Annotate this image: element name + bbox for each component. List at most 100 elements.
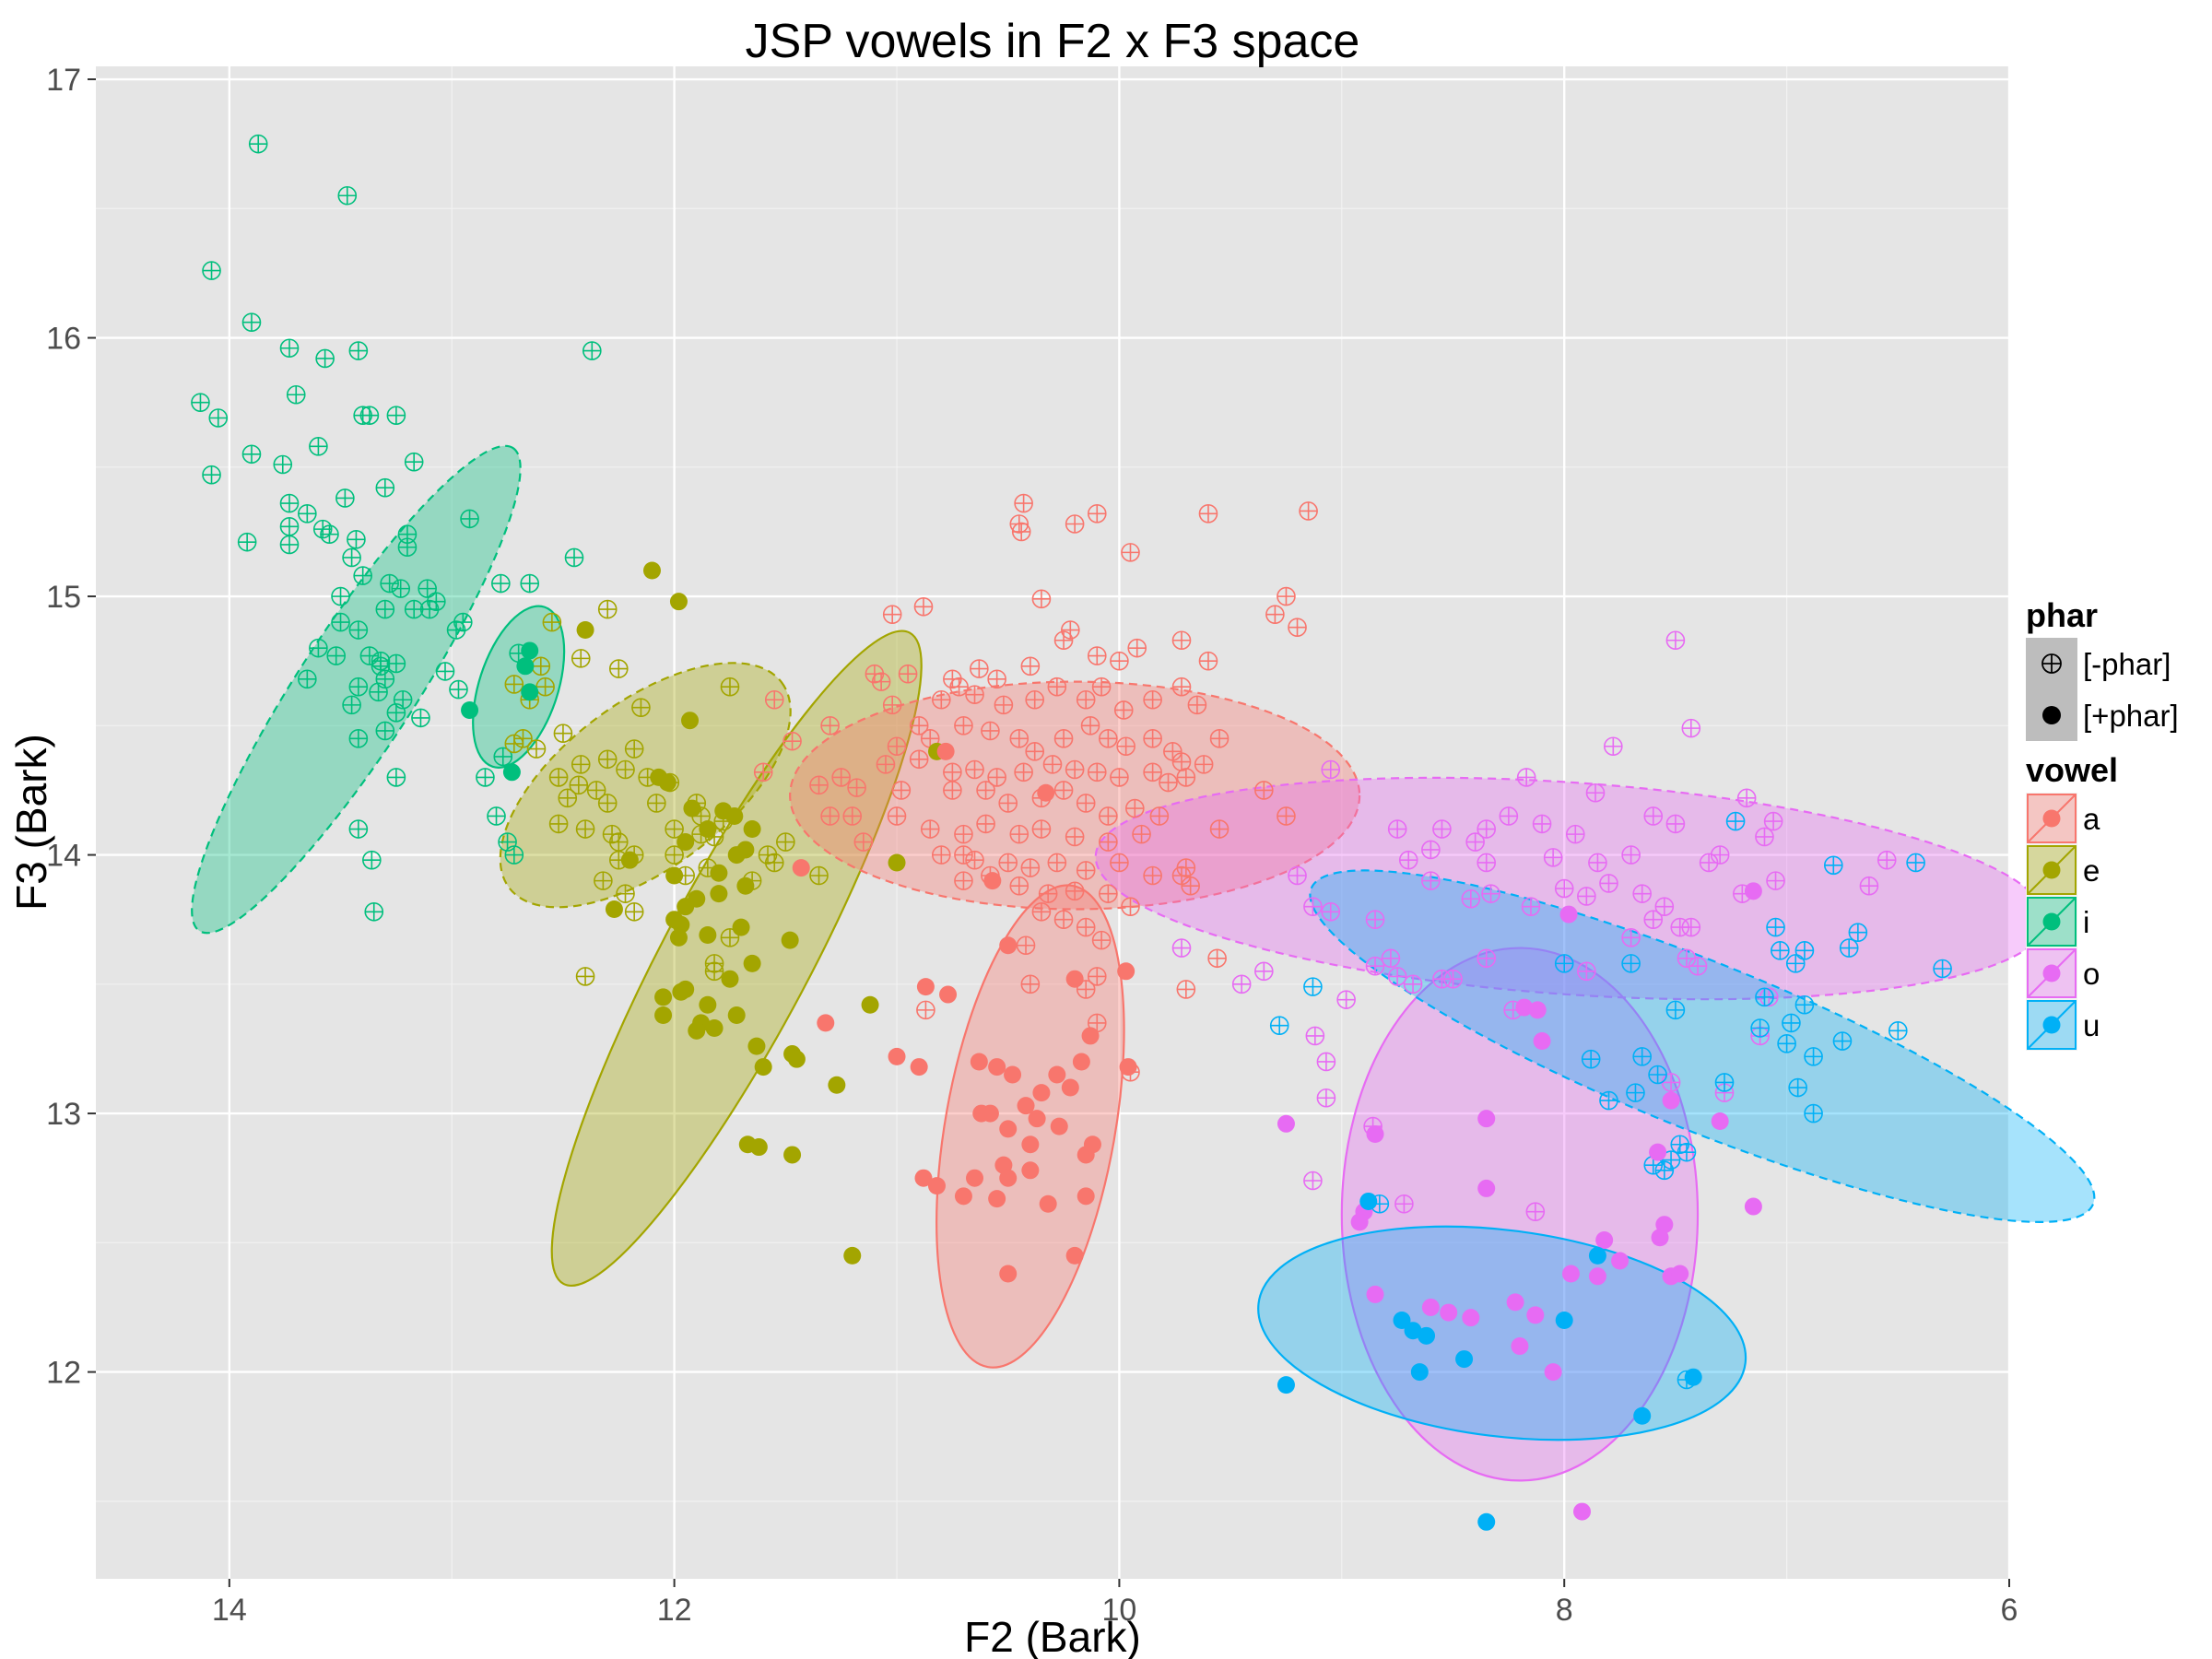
point-a-nonphar: [1277, 806, 1296, 826]
point-o-phar: [1649, 1143, 1667, 1161]
point-e-phar: [654, 988, 673, 1006]
point-e-phar: [699, 995, 717, 1014]
point-a-phar: [1048, 1065, 1066, 1084]
point-a-nonphar: [1176, 768, 1196, 787]
point-u-nonphar: [1906, 853, 1925, 873]
point-o-phar: [1561, 1265, 1580, 1283]
point-e-phar: [743, 954, 761, 972]
point-e-phar: [749, 1138, 768, 1157]
point-e-phar: [888, 853, 906, 872]
point-a-nonphar: [998, 794, 1018, 813]
point-e-nonphar: [553, 724, 573, 744]
point-o-nonphar: [1516, 768, 1536, 787]
point-a-nonphar: [1020, 974, 1041, 994]
point-i-nonphar: [273, 454, 293, 475]
point-a-nonphar: [1207, 948, 1227, 969]
point-u-nonphar: [1777, 1034, 1796, 1053]
point-a-nonphar: [954, 871, 973, 890]
point-i-nonphar: [375, 477, 395, 498]
point-a-nonphar: [1159, 772, 1178, 793]
point-a-phar: [1017, 1097, 1035, 1115]
point-o-nonphar: [1632, 884, 1652, 903]
ellipse-o-phar: [1340, 947, 1700, 1482]
point-i-nonphar: [342, 695, 361, 715]
point-a-phar: [970, 1053, 988, 1071]
point-a-phar: [966, 1169, 984, 1187]
point-a-phar: [916, 978, 935, 996]
point-e-nonphar: [624, 739, 644, 759]
legend-vowel-label: i: [2083, 905, 2089, 939]
point-i-nonphar: [298, 503, 317, 524]
point-o-nonphar: [1321, 901, 1341, 922]
point-u-nonphar: [1665, 1000, 1686, 1020]
point-e-nonphar: [548, 768, 569, 787]
point-i-nonphar: [504, 845, 524, 865]
point-e-nonphar: [758, 845, 778, 865]
point-e-phar: [754, 1058, 772, 1077]
point-a-nonphar: [965, 759, 984, 780]
point-i-nonphar: [582, 341, 602, 360]
point-i-nonphar: [418, 579, 437, 598]
point-o-nonphar: [1461, 888, 1481, 909]
point-o-phar: [1350, 1213, 1369, 1231]
point-o-phar: [1671, 1265, 1689, 1283]
point-a-nonphar: [970, 659, 989, 678]
legend-vowel-item-o: o: [2026, 947, 2100, 999]
point-e-phar: [721, 970, 739, 988]
point-u-phar: [1410, 1363, 1429, 1382]
x-axis-title: F2 (Bark): [964, 1613, 1141, 1659]
point-u-nonphar: [1804, 1047, 1823, 1066]
point-i-nonphar: [493, 747, 513, 767]
point-o-nonphar: [1661, 1073, 1681, 1092]
point-u-phar: [1477, 1512, 1496, 1531]
data-points: [191, 134, 1952, 1531]
legend-key-phar: [2042, 706, 2061, 724]
point-i-nonphar: [364, 901, 384, 922]
point-a-nonphar: [831, 768, 851, 787]
point-e-phar: [665, 911, 684, 929]
point-a-nonphar: [1143, 729, 1162, 748]
point-a-nonphar: [1009, 514, 1030, 534]
point-i-nonphar: [397, 537, 418, 558]
point-i-nonphar: [331, 586, 350, 606]
point-u-phar: [1684, 1368, 1702, 1386]
point-a-nonphar: [1065, 827, 1085, 847]
point-i-phar: [521, 683, 539, 701]
x-tick-label: 10: [1102, 1593, 1137, 1628]
point-i-phar: [461, 700, 479, 719]
x-tick-label: 12: [657, 1593, 692, 1628]
point-e-nonphar: [504, 675, 524, 694]
ellipse-i-phar: [472, 605, 566, 769]
y-tick-label: 15: [46, 580, 81, 615]
point-u-nonphar: [1839, 938, 1859, 958]
y-tick-label: 14: [46, 839, 81, 874]
point-o-phar: [1651, 1229, 1669, 1247]
point-a-nonphar: [943, 669, 962, 689]
point-o-nonphar: [1365, 956, 1385, 976]
point-u-phar: [1418, 1326, 1436, 1345]
point-i-nonphar: [348, 620, 369, 640]
point-i-phar: [521, 641, 539, 660]
point-a-nonphar: [1176, 858, 1196, 877]
legend-title-phar: phar: [2026, 596, 2098, 634]
point-a-nonphar: [1053, 729, 1074, 748]
point-a-nonphar: [887, 736, 907, 757]
point-a-nonphar: [1087, 646, 1107, 665]
point-o-nonphar: [1599, 874, 1618, 893]
point-o-nonphar: [1521, 897, 1541, 916]
point-a-phar: [954, 1187, 972, 1206]
point-i-nonphar: [491, 573, 511, 594]
point-e-nonphar: [608, 659, 629, 678]
point-o-nonphar: [1316, 1088, 1336, 1108]
point-o-nonphar: [1681, 718, 1701, 738]
point-o-phar: [1533, 1032, 1551, 1051]
point-a-nonphar: [1087, 762, 1107, 782]
point-e-phar: [642, 561, 661, 580]
point-u-nonphar: [1661, 1150, 1681, 1170]
point-i-nonphar: [375, 721, 395, 741]
point-i-nonphar: [331, 612, 350, 632]
point-o-phar: [1744, 1197, 1762, 1216]
point-a-nonphar: [1047, 677, 1067, 697]
point-a-nonphar: [882, 605, 902, 624]
